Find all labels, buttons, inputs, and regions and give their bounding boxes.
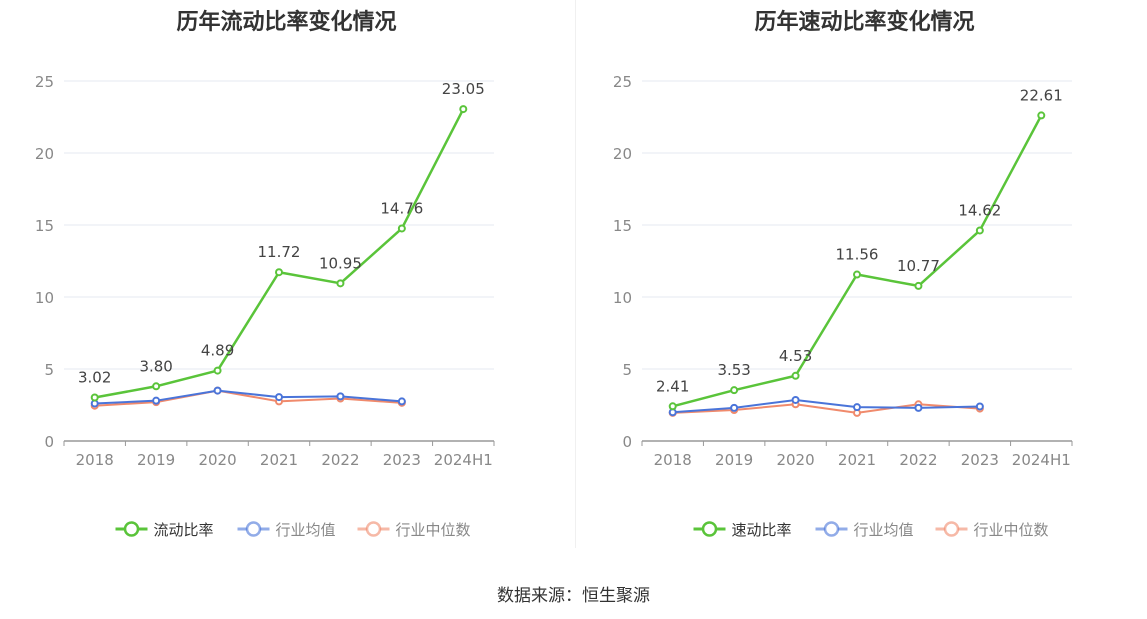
- data-point: [152, 396, 161, 405]
- legend-marker: [701, 521, 718, 537]
- x-tick-label: 2021: [838, 451, 876, 469]
- x-tick-label: 2019: [715, 451, 753, 469]
- x-tick-label: 2019: [137, 451, 175, 469]
- data-label: 10.95: [319, 254, 362, 272]
- legend-marker: [943, 521, 960, 537]
- x-tick-label: 2024H1: [1012, 451, 1071, 469]
- y-tick-label: 10: [613, 289, 632, 307]
- data-label: 3.02: [78, 369, 111, 387]
- data-point: [791, 395, 800, 404]
- data-point: [275, 393, 283, 402]
- y-tick-label: 15: [35, 217, 54, 235]
- data-point: [914, 281, 923, 290]
- legend-label: 行业中位数: [396, 521, 471, 539]
- series-line: [672, 398, 980, 414]
- legend-marker: [123, 521, 140, 537]
- legend-label: 速动比率: [732, 521, 792, 539]
- legend-label: 行业均值: [854, 521, 914, 539]
- data-point: [459, 105, 468, 114]
- legend-label: 行业均值: [276, 521, 336, 539]
- data-point: [1037, 111, 1046, 120]
- data-point: [275, 268, 283, 277]
- series-line: [672, 403, 980, 414]
- legend-marker: [365, 521, 382, 537]
- y-tick-label: 5: [622, 361, 632, 379]
- data-label: 4.53: [779, 347, 812, 365]
- data-point: [397, 224, 406, 233]
- y-tick-label: 25: [613, 73, 632, 91]
- y-tick-label: 20: [613, 145, 632, 163]
- x-tick-label: 2021: [260, 451, 298, 469]
- x-tick-label: 2018: [654, 451, 692, 469]
- panel-divider: [575, 0, 576, 548]
- legend-label: 流动比率: [154, 521, 214, 539]
- series-line: [94, 389, 402, 405]
- data-point: [975, 402, 984, 411]
- data-label: 11.72: [258, 243, 301, 261]
- data-point: [668, 402, 677, 411]
- y-tick-label: 0: [622, 433, 632, 451]
- data-point: [336, 279, 345, 288]
- data-point: [914, 403, 923, 412]
- data-label: 14.76: [380, 199, 423, 217]
- chart-svg: 0 5 10 15 20 25 2018 2019 2020 2021 2022 2023 2024H1…: [613, 73, 1073, 539]
- data-label: 3.53: [717, 361, 750, 379]
- x-tick-label: 2023: [961, 451, 999, 469]
- y-tick-label: 15: [613, 217, 632, 235]
- data-point: [152, 382, 161, 391]
- data-label: 22.61: [1020, 86, 1063, 104]
- x-tick-label: 2018: [76, 451, 114, 469]
- legend-marker: [245, 521, 262, 537]
- y-tick-label: 25: [35, 73, 54, 91]
- chart-title: 历年流动比率变化情况: [176, 10, 397, 35]
- data-point: [730, 386, 739, 395]
- data-label: 2.41: [656, 377, 689, 395]
- data-point: [853, 270, 861, 279]
- data-point: [213, 366, 222, 375]
- x-tick-label: 2020: [198, 451, 236, 469]
- x-tick-label: 2024H1: [434, 451, 493, 469]
- legend-label: 行业中位数: [974, 521, 1049, 539]
- quick-ratio-chart: 历年速动比率变化情况 0 5 10 15 20 25 2018 2019 2020 2021 202…: [578, 0, 1147, 560]
- legend-marker: [823, 521, 840, 537]
- x-tick-label: 2020: [776, 451, 814, 469]
- current-ratio-chart: 历年流动比率变化情况 0 5 10 15 20 25 2018 2019 2020 2021 202…: [0, 0, 573, 560]
- data-point: [791, 371, 800, 380]
- chart-svg: 0 5 10 15 20 25 2018 2019 2020 2021 2022 2023 2024H1…: [35, 73, 495, 539]
- data-point: [730, 403, 739, 412]
- data-label: 14.62: [958, 201, 1001, 219]
- data-point: [336, 392, 345, 401]
- data-point: [853, 403, 861, 412]
- data-point: [975, 226, 984, 235]
- x-tick-label: 2023: [383, 451, 421, 469]
- data-source: 数据来源：恒生聚源: [497, 586, 650, 606]
- x-tick-label: 2022: [321, 451, 359, 469]
- x-tick-label: 2022: [899, 451, 937, 469]
- data-point: [90, 393, 99, 402]
- data-label: 4.89: [201, 342, 234, 360]
- data-point: [397, 397, 406, 406]
- data-label: 3.80: [139, 357, 172, 375]
- series-line: [94, 389, 402, 407]
- y-tick-label: 10: [35, 289, 54, 307]
- data-label: 23.05: [442, 80, 485, 98]
- y-tick-label: 5: [44, 361, 54, 379]
- data-label: 10.77: [897, 257, 940, 275]
- data-label: 11.56: [836, 246, 879, 264]
- data-point: [213, 386, 222, 395]
- y-tick-label: 0: [44, 433, 54, 451]
- y-tick-label: 20: [35, 145, 54, 163]
- chart-title: 历年速动比率变化情况: [754, 10, 975, 35]
